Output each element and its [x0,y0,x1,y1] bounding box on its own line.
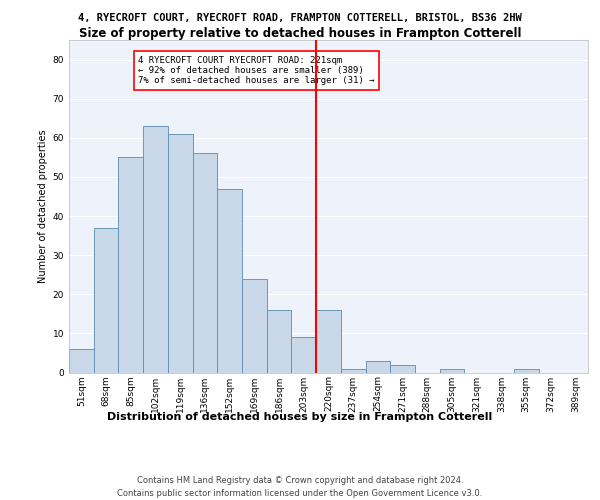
Bar [390,364,415,372]
Bar [193,154,217,372]
Bar [267,310,292,372]
Bar [94,228,118,372]
Bar [168,134,193,372]
Text: 4 RYECROFT COURT RYECROFT ROAD: 221sqm
← 92% of detached houses are smaller (389: 4 RYECROFT COURT RYECROFT ROAD: 221sqm ←… [138,56,374,86]
Bar [316,310,341,372]
Bar [242,278,267,372]
Text: Distribution of detached houses by size in Frampton Cotterell: Distribution of detached houses by size … [107,412,493,422]
Bar [292,338,316,372]
Bar [143,126,168,372]
Bar [440,368,464,372]
Text: Contains HM Land Registry data © Crown copyright and database right 2024.
Contai: Contains HM Land Registry data © Crown c… [118,476,482,498]
Bar [217,188,242,372]
Bar [341,368,365,372]
Bar [514,368,539,372]
Bar [69,349,94,372]
Text: Size of property relative to detached houses in Frampton Cotterell: Size of property relative to detached ho… [79,28,521,40]
Bar [118,158,143,372]
Y-axis label: Number of detached properties: Number of detached properties [38,130,49,283]
Bar [365,361,390,372]
Text: 4, RYECROFT COURT, RYECROFT ROAD, FRAMPTON COTTERELL, BRISTOL, BS36 2HW: 4, RYECROFT COURT, RYECROFT ROAD, FRAMPT… [78,12,522,22]
